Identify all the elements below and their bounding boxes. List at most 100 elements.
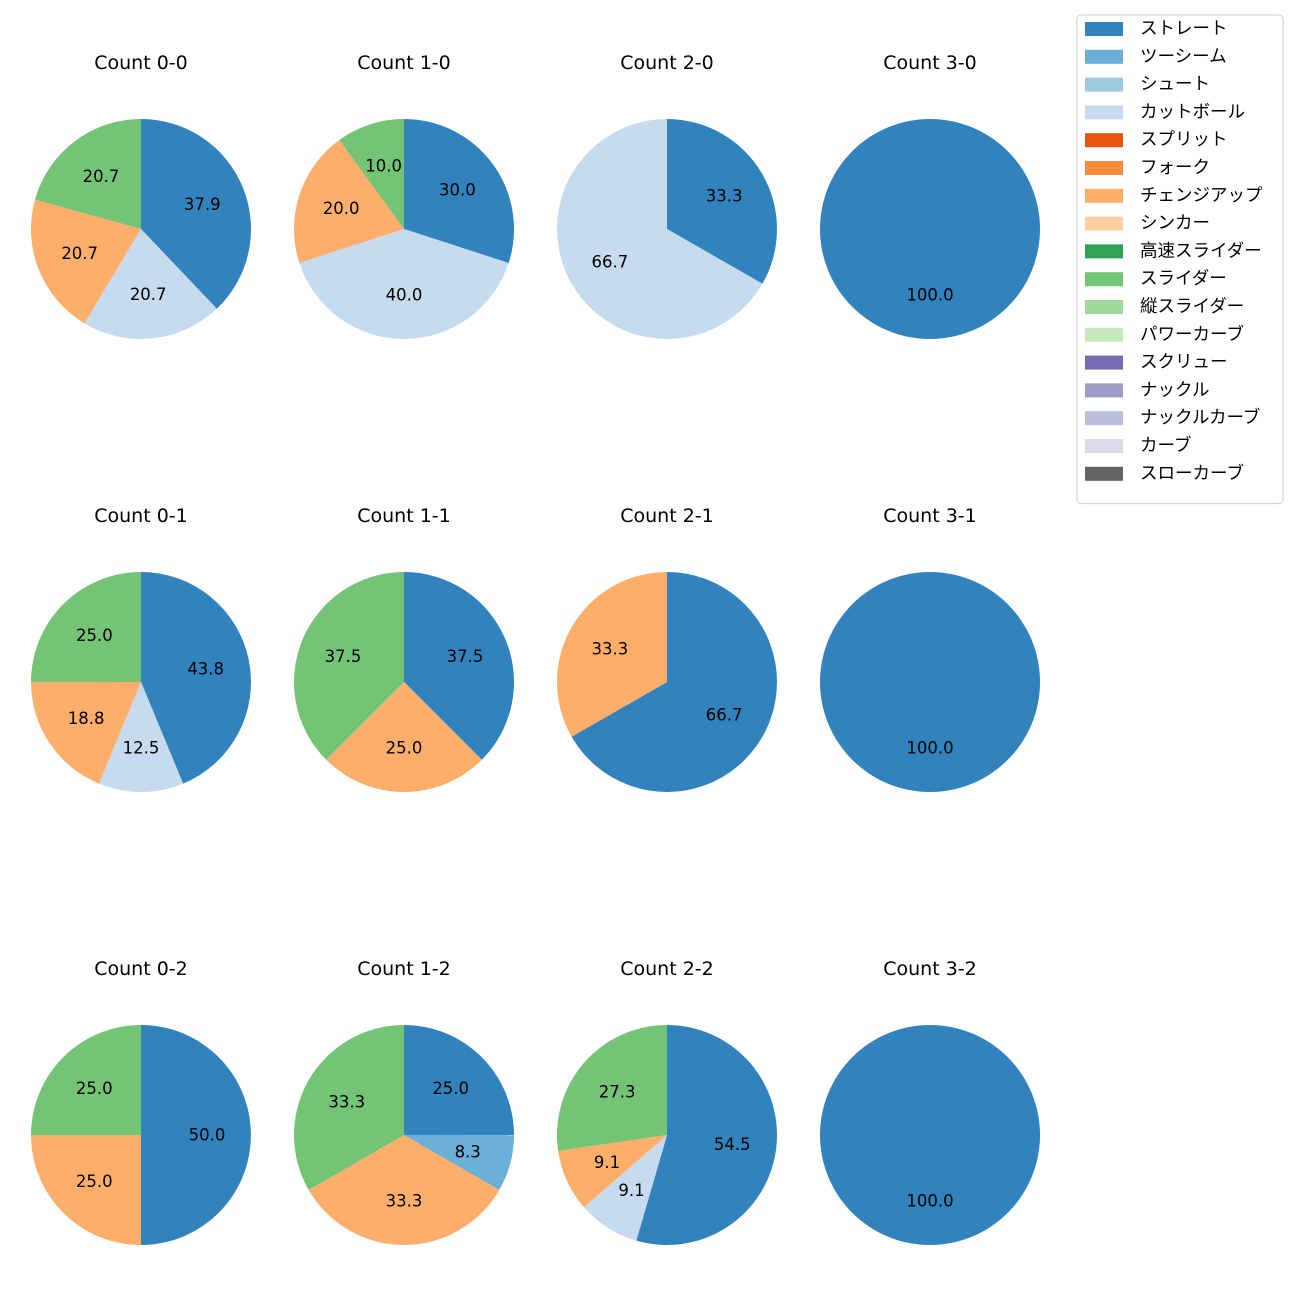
legend-label: ナックルカーブ — [1140, 407, 1260, 428]
legend-item: スローカーブ — [1085, 463, 1244, 484]
legend-frame — [1076, 14, 1284, 505]
pie-title: Count 3-1 — [883, 505, 977, 527]
slice-value-label: 25.0 — [76, 626, 113, 645]
pie-slice — [820, 119, 1040, 339]
legend-item: フォーク — [1085, 158, 1210, 178]
pie-chart: 50.0 25.0 25.0 Count 0-2 — [31, 958, 251, 1245]
legend-swatch — [1085, 244, 1123, 259]
pie-slice — [141, 119, 251, 309]
pie-chart: 37.5 25.0 37.5 Count 1-1 — [294, 505, 514, 792]
pie-slice — [667, 118, 778, 284]
slice-value-label: 33.3 — [386, 1192, 423, 1211]
legend-item: スライダー — [1085, 269, 1227, 289]
slice-value-label: 37.9 — [184, 195, 221, 214]
pie-slice — [30, 199, 142, 324]
pie-chart: 100.0 Count 3-1 — [820, 505, 1040, 792]
slice-value-label: 66.7 — [706, 706, 743, 725]
legend-swatch — [1085, 161, 1123, 175]
slice-value-label: 33.3 — [592, 639, 629, 658]
pie-slice — [556, 572, 667, 737]
legend-label: カットボール — [1140, 102, 1245, 122]
pie-slice — [30, 681, 141, 784]
legend-swatch — [1085, 49, 1123, 64]
pie-slice — [557, 1025, 667, 1151]
pie-slice — [308, 1135, 500, 1245]
pie-chart: 30.0 40.0 20.0 10.0 Count 1-0 — [293, 52, 515, 340]
pie-title: Count 1-1 — [357, 505, 451, 527]
legend-swatch — [1085, 272, 1123, 287]
legend-swatch — [1085, 300, 1123, 314]
legend-swatch — [1085, 133, 1123, 148]
pie-slice — [326, 682, 482, 792]
slice-value-label: 37.5 — [325, 647, 362, 666]
slice-value-label: 20.7 — [61, 244, 98, 263]
slice-value-label: 18.8 — [68, 709, 105, 728]
slice-value-label: 12.5 — [123, 739, 160, 758]
pie-chart: 66.7 33.3 Count 2-1 — [556, 505, 777, 792]
legend-swatch — [1085, 383, 1123, 398]
pie-slice — [404, 572, 514, 760]
legend-label: ツーシーム — [1140, 47, 1227, 67]
legend-label: スライダー — [1140, 269, 1227, 289]
slice-value-label: 10.0 — [365, 157, 402, 176]
pie-title: Count 2-0 — [620, 52, 714, 74]
slice-value-label: 20.0 — [323, 199, 360, 218]
legend-swatch — [1085, 411, 1123, 426]
slice-value-label: 27.3 — [599, 1082, 636, 1101]
pie-chart: 54.5 9.1 9.1 27.3 Count 2-2 — [557, 958, 778, 1246]
pie-chart: 100.0 Count 3-0 — [820, 52, 1040, 339]
legend-swatch — [1085, 216, 1123, 231]
pie-slice — [557, 119, 763, 339]
pie-slice — [820, 1025, 1040, 1245]
legend-label: カーブ — [1140, 435, 1191, 456]
slice-value-label: 20.7 — [83, 167, 120, 186]
pie-chart: 37.9 20.7 20.7 20.7 Count 0-0 — [30, 52, 251, 340]
legend-label: スプリット — [1140, 130, 1228, 150]
slice-value-label: 33.3 — [706, 186, 743, 205]
pie-title: Count 3-0 — [883, 52, 977, 74]
legend-item: スクリュー — [1085, 353, 1228, 373]
pie-slice — [339, 119, 404, 229]
slice-value-label: 100.0 — [906, 739, 953, 758]
pie-slice — [31, 572, 141, 682]
legend-label: チェンジアップ — [1140, 186, 1263, 206]
pie-slice — [34, 119, 141, 229]
legend-item: スプリット — [1085, 130, 1228, 150]
slice-value-label: 9.1 — [618, 1181, 644, 1200]
pie-title: Count 1-2 — [357, 958, 451, 980]
legend-swatch — [1085, 188, 1123, 203]
slice-value-label: 43.8 — [187, 660, 224, 679]
pie-slice — [293, 140, 404, 263]
slice-value-label: 9.1 — [594, 1153, 620, 1172]
pie-slice — [820, 572, 1040, 792]
pie-title: Count 2-1 — [620, 505, 714, 527]
pie-slice — [294, 572, 404, 760]
legend-item: ツーシーム — [1085, 47, 1227, 67]
legend-label: 高速スライダー — [1140, 241, 1262, 261]
pie-slice — [636, 1025, 778, 1246]
pie-slice — [404, 119, 515, 263]
legend-swatch — [1085, 22, 1123, 36]
pie-slice — [299, 229, 509, 340]
pie-chart: 25.0 8.3 33.3 33.3 Count 1-2 — [294, 958, 515, 1245]
pie-chart: 33.3 66.7 Count 2-0 — [557, 52, 778, 339]
legend-swatch — [1085, 355, 1123, 370]
legend-item: カットボール — [1085, 102, 1245, 122]
pie-slice — [558, 1135, 667, 1208]
legend-label: ストレート — [1140, 19, 1228, 39]
slice-value-label: 37.5 — [447, 647, 484, 666]
legend-swatch — [1085, 439, 1123, 453]
slice-value-label: 8.3 — [455, 1143, 481, 1162]
slice-value-label: 100.0 — [906, 286, 953, 305]
slice-value-label: 100.0 — [906, 1192, 953, 1211]
pie-title: Count 0-0 — [94, 52, 188, 74]
legend-item: シンカー — [1085, 214, 1210, 234]
slice-value-label: 25.0 — [76, 1079, 113, 1098]
pie-title: Count 0-1 — [94, 505, 188, 527]
slice-value-label: 66.7 — [592, 253, 629, 272]
legend-label: フォーク — [1140, 158, 1210, 178]
pie-title: Count 0-2 — [94, 958, 188, 980]
legend-swatch — [1085, 105, 1123, 120]
legend-item: ナックル — [1085, 380, 1209, 400]
